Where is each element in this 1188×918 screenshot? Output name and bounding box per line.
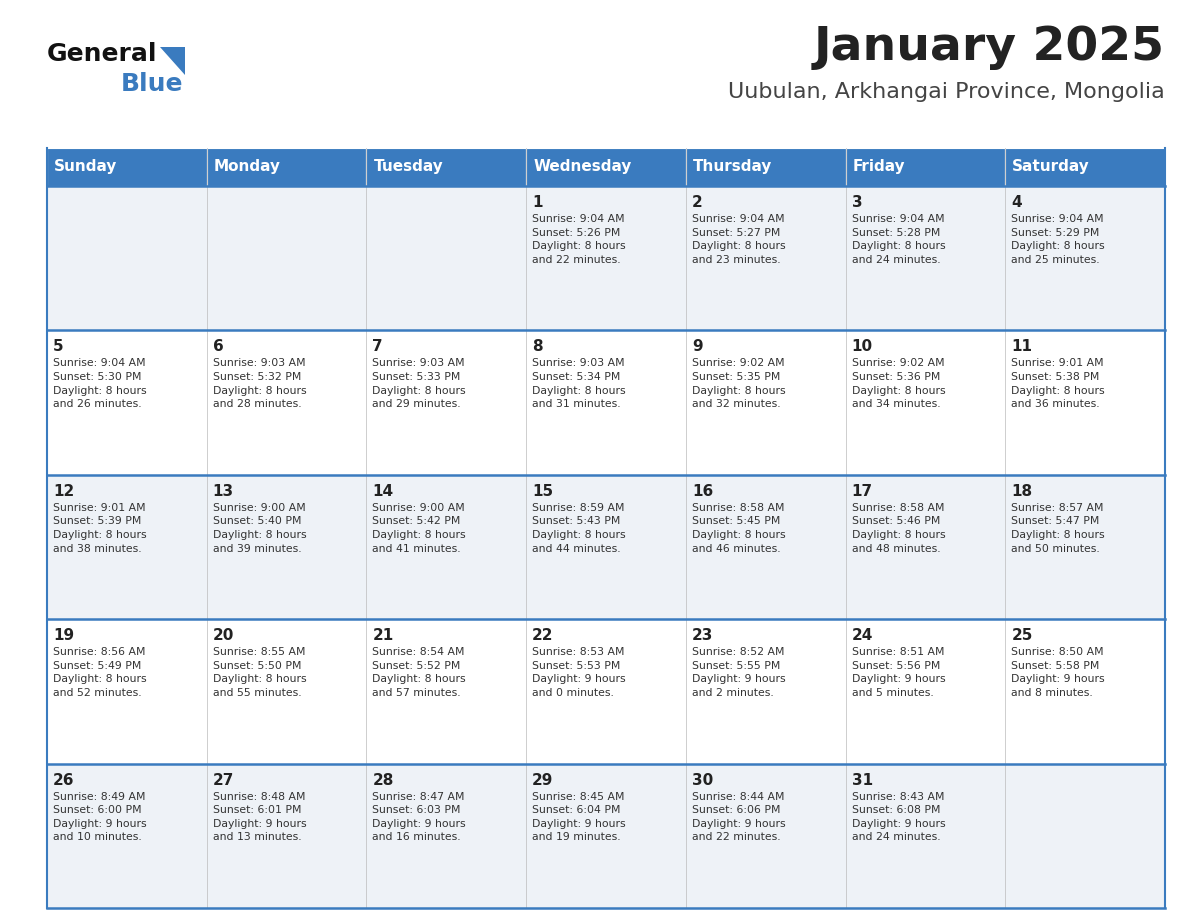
Text: 6: 6 xyxy=(213,340,223,354)
Text: 3: 3 xyxy=(852,195,862,210)
Text: Sunrise: 8:54 AM
Sunset: 5:52 PM
Daylight: 8 hours
and 57 minutes.: Sunrise: 8:54 AM Sunset: 5:52 PM Dayligh… xyxy=(372,647,466,698)
Text: Sunrise: 8:51 AM
Sunset: 5:56 PM
Daylight: 9 hours
and 5 minutes.: Sunrise: 8:51 AM Sunset: 5:56 PM Dayligh… xyxy=(852,647,946,698)
Text: January 2025: January 2025 xyxy=(814,25,1165,70)
Text: 22: 22 xyxy=(532,628,554,644)
Text: 10: 10 xyxy=(852,340,873,354)
Text: Sunrise: 8:58 AM
Sunset: 5:46 PM
Daylight: 8 hours
and 48 minutes.: Sunrise: 8:58 AM Sunset: 5:46 PM Dayligh… xyxy=(852,503,946,554)
Text: Sunrise: 9:01 AM
Sunset: 5:38 PM
Daylight: 8 hours
and 36 minutes.: Sunrise: 9:01 AM Sunset: 5:38 PM Dayligh… xyxy=(1011,358,1105,409)
Text: Sunrise: 9:03 AM
Sunset: 5:32 PM
Daylight: 8 hours
and 28 minutes.: Sunrise: 9:03 AM Sunset: 5:32 PM Dayligh… xyxy=(213,358,307,409)
Text: Friday: Friday xyxy=(853,160,905,174)
Bar xyxy=(366,148,526,186)
Text: Sunrise: 8:47 AM
Sunset: 6:03 PM
Daylight: 9 hours
and 16 minutes.: Sunrise: 8:47 AM Sunset: 6:03 PM Dayligh… xyxy=(372,791,466,843)
Bar xyxy=(207,148,366,186)
Text: Monday: Monday xyxy=(214,160,280,174)
Bar xyxy=(846,148,1005,186)
Polygon shape xyxy=(160,47,185,75)
Bar xyxy=(685,148,846,186)
Text: 15: 15 xyxy=(532,484,554,498)
Text: Sunday: Sunday xyxy=(53,160,118,174)
Text: 5: 5 xyxy=(53,340,64,354)
Text: 31: 31 xyxy=(852,773,873,788)
Bar xyxy=(1005,148,1165,186)
Text: 7: 7 xyxy=(372,340,383,354)
Bar xyxy=(526,148,685,186)
Text: 23: 23 xyxy=(691,628,713,644)
Text: 2: 2 xyxy=(691,195,702,210)
Text: Sunrise: 8:45 AM
Sunset: 6:04 PM
Daylight: 9 hours
and 19 minutes.: Sunrise: 8:45 AM Sunset: 6:04 PM Dayligh… xyxy=(532,791,626,843)
Bar xyxy=(48,186,1165,330)
Text: Sunrise: 9:04 AM
Sunset: 5:27 PM
Daylight: 8 hours
and 23 minutes.: Sunrise: 9:04 AM Sunset: 5:27 PM Dayligh… xyxy=(691,214,785,264)
Text: Sunrise: 8:43 AM
Sunset: 6:08 PM
Daylight: 9 hours
and 24 minutes.: Sunrise: 8:43 AM Sunset: 6:08 PM Dayligh… xyxy=(852,791,946,843)
Text: Sunrise: 9:03 AM
Sunset: 5:34 PM
Daylight: 8 hours
and 31 minutes.: Sunrise: 9:03 AM Sunset: 5:34 PM Dayligh… xyxy=(532,358,626,409)
Text: 25: 25 xyxy=(1011,628,1032,644)
Text: Sunrise: 8:59 AM
Sunset: 5:43 PM
Daylight: 8 hours
and 44 minutes.: Sunrise: 8:59 AM Sunset: 5:43 PM Dayligh… xyxy=(532,503,626,554)
Text: 29: 29 xyxy=(532,773,554,788)
Text: Sunrise: 8:50 AM
Sunset: 5:58 PM
Daylight: 9 hours
and 8 minutes.: Sunrise: 8:50 AM Sunset: 5:58 PM Dayligh… xyxy=(1011,647,1105,698)
Text: Sunrise: 9:04 AM
Sunset: 5:29 PM
Daylight: 8 hours
and 25 minutes.: Sunrise: 9:04 AM Sunset: 5:29 PM Dayligh… xyxy=(1011,214,1105,264)
Bar xyxy=(48,330,1165,475)
Text: 9: 9 xyxy=(691,340,702,354)
Text: 21: 21 xyxy=(372,628,393,644)
Text: General: General xyxy=(48,42,158,66)
Text: 16: 16 xyxy=(691,484,713,498)
Text: 19: 19 xyxy=(53,628,74,644)
Text: Sunrise: 9:00 AM
Sunset: 5:42 PM
Daylight: 8 hours
and 41 minutes.: Sunrise: 9:00 AM Sunset: 5:42 PM Dayligh… xyxy=(372,503,466,554)
Text: Sunrise: 8:49 AM
Sunset: 6:00 PM
Daylight: 9 hours
and 10 minutes.: Sunrise: 8:49 AM Sunset: 6:00 PM Dayligh… xyxy=(53,791,146,843)
Text: Sunrise: 8:48 AM
Sunset: 6:01 PM
Daylight: 9 hours
and 13 minutes.: Sunrise: 8:48 AM Sunset: 6:01 PM Dayligh… xyxy=(213,791,307,843)
Text: 17: 17 xyxy=(852,484,873,498)
Text: 12: 12 xyxy=(53,484,74,498)
Text: Saturday: Saturday xyxy=(1012,160,1091,174)
Text: Blue: Blue xyxy=(121,72,183,96)
Text: 18: 18 xyxy=(1011,484,1032,498)
Text: 28: 28 xyxy=(372,773,393,788)
Text: 1: 1 xyxy=(532,195,543,210)
Bar xyxy=(48,764,1165,908)
Text: Sunrise: 9:04 AM
Sunset: 5:28 PM
Daylight: 8 hours
and 24 minutes.: Sunrise: 9:04 AM Sunset: 5:28 PM Dayligh… xyxy=(852,214,946,264)
Text: Sunrise: 9:04 AM
Sunset: 5:30 PM
Daylight: 8 hours
and 26 minutes.: Sunrise: 9:04 AM Sunset: 5:30 PM Dayligh… xyxy=(53,358,146,409)
Bar xyxy=(48,620,1165,764)
Text: Sunrise: 9:01 AM
Sunset: 5:39 PM
Daylight: 8 hours
and 38 minutes.: Sunrise: 9:01 AM Sunset: 5:39 PM Dayligh… xyxy=(53,503,146,554)
Text: 8: 8 xyxy=(532,340,543,354)
Text: Wednesday: Wednesday xyxy=(533,160,632,174)
Text: 11: 11 xyxy=(1011,340,1032,354)
Text: Sunrise: 8:52 AM
Sunset: 5:55 PM
Daylight: 9 hours
and 2 minutes.: Sunrise: 8:52 AM Sunset: 5:55 PM Dayligh… xyxy=(691,647,785,698)
Text: Sunrise: 9:02 AM
Sunset: 5:35 PM
Daylight: 8 hours
and 32 minutes.: Sunrise: 9:02 AM Sunset: 5:35 PM Dayligh… xyxy=(691,358,785,409)
Text: 30: 30 xyxy=(691,773,713,788)
Text: 24: 24 xyxy=(852,628,873,644)
Bar xyxy=(48,475,1165,620)
Text: Sunrise: 8:44 AM
Sunset: 6:06 PM
Daylight: 9 hours
and 22 minutes.: Sunrise: 8:44 AM Sunset: 6:06 PM Dayligh… xyxy=(691,791,785,843)
Bar xyxy=(48,148,207,186)
Text: Sunrise: 9:00 AM
Sunset: 5:40 PM
Daylight: 8 hours
and 39 minutes.: Sunrise: 9:00 AM Sunset: 5:40 PM Dayligh… xyxy=(213,503,307,554)
Text: Sunrise: 9:04 AM
Sunset: 5:26 PM
Daylight: 8 hours
and 22 minutes.: Sunrise: 9:04 AM Sunset: 5:26 PM Dayligh… xyxy=(532,214,626,264)
Text: Sunrise: 8:58 AM
Sunset: 5:45 PM
Daylight: 8 hours
and 46 minutes.: Sunrise: 8:58 AM Sunset: 5:45 PM Dayligh… xyxy=(691,503,785,554)
Text: 13: 13 xyxy=(213,484,234,498)
Text: Sunrise: 8:57 AM
Sunset: 5:47 PM
Daylight: 8 hours
and 50 minutes.: Sunrise: 8:57 AM Sunset: 5:47 PM Dayligh… xyxy=(1011,503,1105,554)
Text: Sunrise: 8:53 AM
Sunset: 5:53 PM
Daylight: 9 hours
and 0 minutes.: Sunrise: 8:53 AM Sunset: 5:53 PM Dayligh… xyxy=(532,647,626,698)
Text: 20: 20 xyxy=(213,628,234,644)
Text: Sunrise: 9:03 AM
Sunset: 5:33 PM
Daylight: 8 hours
and 29 minutes.: Sunrise: 9:03 AM Sunset: 5:33 PM Dayligh… xyxy=(372,358,466,409)
Text: Uubulan, Arkhangai Province, Mongolia: Uubulan, Arkhangai Province, Mongolia xyxy=(728,82,1165,102)
Text: 14: 14 xyxy=(372,484,393,498)
Text: Sunrise: 8:56 AM
Sunset: 5:49 PM
Daylight: 8 hours
and 52 minutes.: Sunrise: 8:56 AM Sunset: 5:49 PM Dayligh… xyxy=(53,647,146,698)
Text: 26: 26 xyxy=(53,773,75,788)
Text: Sunrise: 8:55 AM
Sunset: 5:50 PM
Daylight: 8 hours
and 55 minutes.: Sunrise: 8:55 AM Sunset: 5:50 PM Dayligh… xyxy=(213,647,307,698)
Text: Thursday: Thursday xyxy=(693,160,772,174)
Text: Tuesday: Tuesday xyxy=(373,160,443,174)
Text: 4: 4 xyxy=(1011,195,1022,210)
Text: 27: 27 xyxy=(213,773,234,788)
Text: Sunrise: 9:02 AM
Sunset: 5:36 PM
Daylight: 8 hours
and 34 minutes.: Sunrise: 9:02 AM Sunset: 5:36 PM Dayligh… xyxy=(852,358,946,409)
